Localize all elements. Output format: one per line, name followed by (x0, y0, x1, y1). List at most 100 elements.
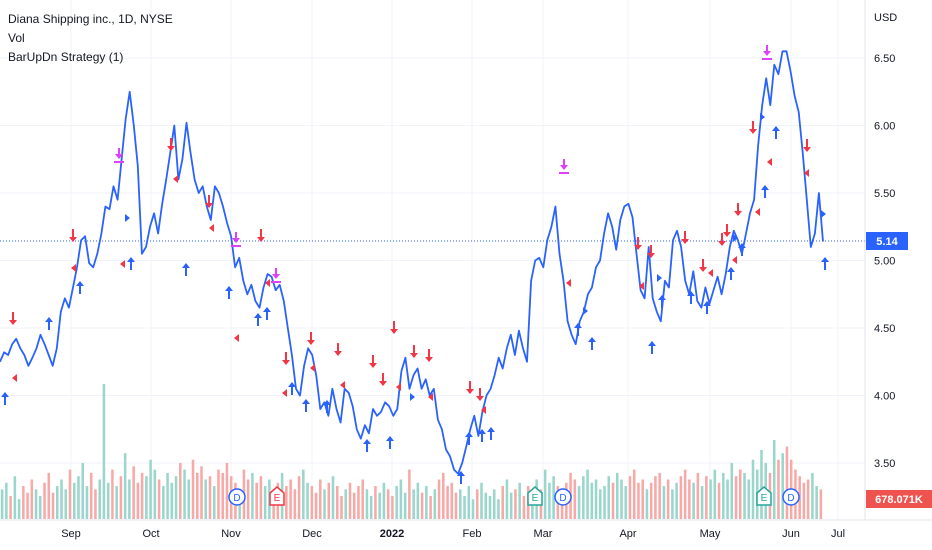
short-entry-arrow (307, 332, 315, 345)
volume-bar (246, 479, 250, 519)
short-entry-arrow (257, 229, 265, 242)
time-axis[interactable]: Sep Oct Nov Dec 2022 Feb Mar Apr May Jun Jul (61, 528, 845, 540)
x-tick-label: Jul (831, 528, 845, 540)
volume-bar (162, 486, 165, 519)
volume-bar (369, 495, 373, 519)
volume-bar (582, 476, 585, 519)
arrow-head (761, 185, 769, 190)
volume-bar (217, 469, 220, 519)
arrow-head (749, 129, 757, 134)
volume-bar (111, 469, 114, 519)
y-tick-label: 4.50 (874, 323, 895, 335)
volume-bar (543, 469, 547, 519)
volume-bar (649, 482, 653, 519)
volume-bar (331, 476, 335, 519)
short-entry-arrow (634, 237, 642, 250)
short-signal-marker (12, 374, 17, 382)
volume-bar (386, 489, 390, 519)
volume-bar (747, 479, 751, 519)
short-entry-arrow (718, 233, 726, 246)
last-price-value: 5.14 (876, 236, 898, 248)
volume-bar (692, 482, 695, 519)
event-label: D (233, 493, 240, 504)
volume-bar (259, 476, 263, 519)
volume-bar (289, 479, 292, 519)
short-entry-arrow (723, 224, 731, 237)
price-axis[interactable]: 6.50 6.00 5.50 5.00 4.50 4.00 3.50 (874, 53, 895, 470)
long-signal-marker (821, 210, 826, 218)
volume-bar (314, 492, 318, 519)
short-signal-marker (639, 282, 644, 290)
arrow-head (588, 337, 596, 342)
volume-bar (658, 472, 661, 519)
arrow-head (687, 291, 695, 296)
arrow-head (167, 146, 175, 151)
short-signal-marker (120, 260, 125, 268)
volume-bar (132, 466, 135, 519)
long-entry-arrow (487, 427, 495, 440)
short-entry-arrow (749, 121, 757, 134)
volume-bar (153, 469, 157, 519)
volume-bar (191, 459, 195, 519)
volume-bar (459, 489, 462, 519)
long-entry-arrow (687, 291, 695, 304)
arrow-head (1, 392, 9, 397)
volume-bar (700, 486, 704, 519)
long-entry-arrow (588, 337, 596, 350)
volume-bar (13, 476, 17, 519)
long-entry-arrow (225, 286, 233, 299)
volume-bar (671, 489, 674, 519)
volume-bar (89, 472, 93, 519)
last-price-tag: 5.14 (866, 232, 908, 250)
volume-bar (501, 486, 504, 519)
volume-bar (811, 472, 814, 519)
volume-bar (5, 482, 8, 519)
volume-bar (475, 489, 479, 519)
long-entry-arrow (1, 392, 9, 405)
symbol-title[interactable]: Diana Shipping inc., 1D, NYSE (8, 12, 173, 26)
volume-bar (806, 479, 810, 519)
volume-bar (645, 489, 649, 519)
long-signal-marker (657, 274, 662, 282)
volume-bar (819, 489, 823, 519)
volume-bar (157, 479, 161, 519)
volume-bar (552, 476, 555, 519)
volume-bar (357, 486, 360, 519)
volume-bar (760, 449, 763, 519)
arrow-head (334, 351, 342, 356)
volume-bar (420, 492, 424, 519)
y-tick-label: 3.50 (874, 458, 895, 470)
volume-bar (713, 469, 717, 519)
exit-marker (559, 159, 569, 174)
volume-bar (136, 482, 140, 519)
arrow-head (205, 203, 213, 208)
volume-bar (641, 479, 644, 519)
volume-bar (221, 472, 224, 519)
volume-bar (310, 486, 314, 519)
event-label: D (787, 493, 794, 504)
earnings-event-marker: E (269, 486, 285, 506)
volume-bar (319, 479, 322, 519)
short-entry-arrow (410, 345, 418, 358)
volume-bar (285, 486, 288, 519)
long-entry-arrow (648, 341, 656, 354)
short-signal-marker (804, 169, 809, 177)
event-badge (228, 488, 246, 506)
volume-bar (30, 479, 34, 519)
strategy-study-label[interactable]: BarUpDn Strategy (1) (8, 50, 124, 64)
long-entry-arrow (738, 243, 746, 256)
volume-bar (365, 489, 369, 519)
arrow-head (425, 357, 433, 362)
arrow-head (263, 307, 271, 312)
volume-bar (751, 459, 755, 519)
volume-bar (145, 476, 148, 519)
arrow-head (115, 154, 123, 159)
y-tick-label: 6.50 (874, 53, 895, 65)
volume-study-label[interactable]: Vol (8, 31, 25, 45)
volume-bar (599, 489, 602, 519)
volume-bar (522, 495, 526, 519)
arrow-head (478, 429, 486, 434)
volume-bar (140, 472, 144, 519)
short-entry-arrow (369, 355, 377, 368)
